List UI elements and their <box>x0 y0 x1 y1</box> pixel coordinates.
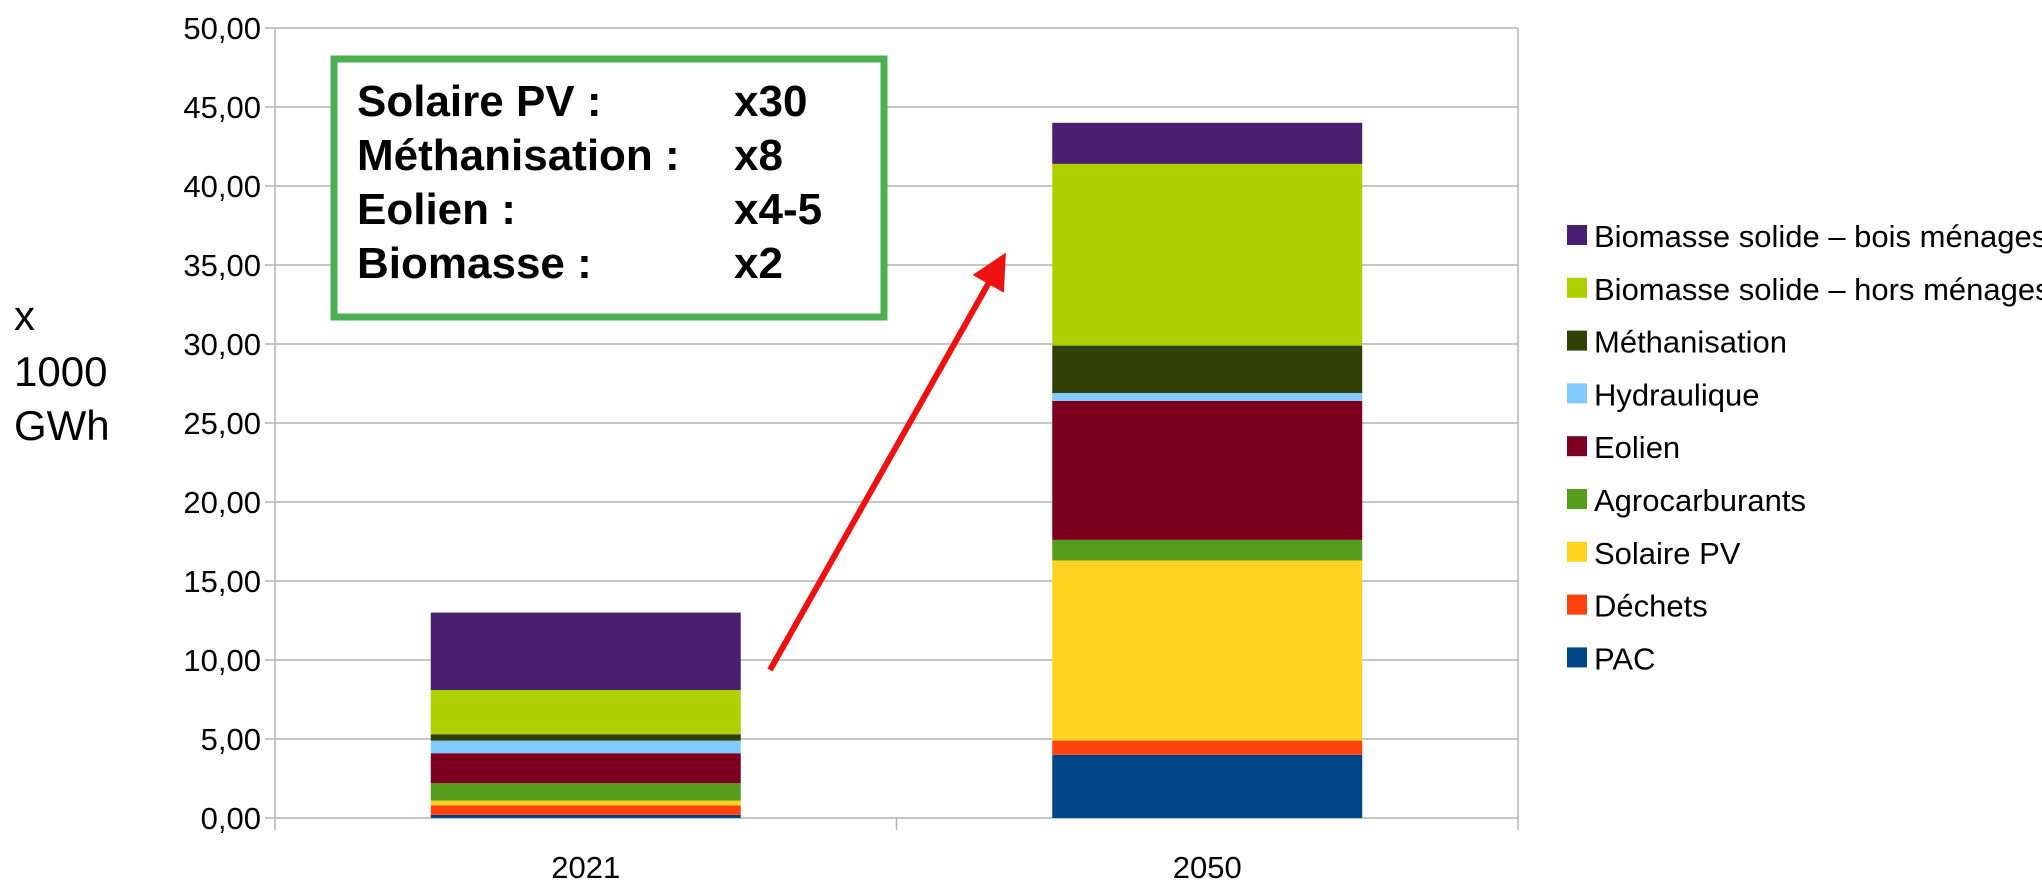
y-tick-label: 5,00 <box>201 722 261 757</box>
legend-label: Agrocarburants <box>1594 483 1806 518</box>
y-tick-label: 10,00 <box>183 643 261 678</box>
legend-label: PAC <box>1594 641 1655 676</box>
annotation-factor: x4-5 <box>734 185 822 234</box>
y-axis-label-line: x <box>14 292 35 339</box>
legend-label: Solaire PV <box>1594 536 1741 571</box>
bar-segment <box>430 805 741 815</box>
y-tick-label: 0,00 <box>201 801 261 836</box>
x-tick-label: 2021 <box>551 850 620 882</box>
annotation-factor: x30 <box>734 77 807 126</box>
y-tick-label: 50,00 <box>183 11 261 46</box>
y-tick-label: 35,00 <box>183 248 261 283</box>
bar-segment <box>1052 392 1363 401</box>
bar-segment <box>1052 740 1363 755</box>
bar-segment <box>430 783 741 801</box>
annotation-label: Eolien : <box>357 185 516 234</box>
legend-label: Biomasse solide – bois ménages <box>1594 219 2042 254</box>
legend-swatch <box>1567 541 1587 562</box>
legend-swatch <box>1567 594 1587 615</box>
bar-segment <box>1052 400 1363 540</box>
legend-swatch <box>1567 277 1587 298</box>
y-tick-label: 20,00 <box>183 485 261 520</box>
bar-segment <box>430 690 741 735</box>
y-tick-label: 40,00 <box>183 169 261 204</box>
bar-segment <box>1052 560 1363 741</box>
y-axis-label-line: 1000 <box>14 348 107 395</box>
bar-segment <box>1052 345 1363 393</box>
legend: Biomasse solide – bois ménages Biomasse s… <box>1567 219 2042 676</box>
bar-segment <box>430 800 741 806</box>
bar-segment <box>430 734 741 741</box>
bar-segment <box>430 753 741 784</box>
legend-swatch <box>1567 383 1587 404</box>
bar-segment <box>430 612 741 691</box>
y-tick-label: 15,00 <box>183 564 261 599</box>
y-tick-labels: 0,00 5,00 10,00 15,00 20,00 25,00 30,00 35,00 40… <box>183 11 261 836</box>
bar-segment <box>1052 539 1363 561</box>
y-tick-label: 25,00 <box>183 406 261 441</box>
bar-segment <box>1052 163 1363 346</box>
legend-label: Eolien <box>1594 430 1680 465</box>
bars <box>430 122 1363 818</box>
annotation-box: Solaire PV : x30 Méthanisation : x8 Eolien :… <box>330 55 888 321</box>
annotation-factor: x2 <box>734 239 783 288</box>
y-tick-label: 30,00 <box>183 327 261 362</box>
legend-label: Déchets <box>1594 589 1708 624</box>
growth-arrow <box>767 252 1006 672</box>
legend-swatch <box>1567 647 1587 668</box>
legend-swatch <box>1567 489 1587 509</box>
annotation-label: Biomasse : <box>357 239 592 288</box>
annotation-factor: x8 <box>734 131 783 180</box>
x-tick-label: 2050 <box>1173 850 1242 882</box>
legend-swatch <box>1567 330 1587 351</box>
annotation-frame <box>330 55 888 321</box>
y-axis-label-line: GWh <box>14 402 110 449</box>
y-tick-label: 45,00 <box>183 90 261 125</box>
bar-segment <box>430 740 741 754</box>
legend-label: Hydraulique <box>1594 377 1759 412</box>
annotation-label: Solaire PV : <box>357 77 602 126</box>
annotation-label: Méthanisation : <box>357 131 680 180</box>
bar-segment <box>430 814 741 818</box>
bar-segment <box>1052 122 1363 164</box>
legend-label: Biomasse solide – hors ménages <box>1594 272 2042 307</box>
x-tick-labels: 2021 2050 <box>551 850 1241 882</box>
axes <box>274 28 1519 830</box>
y-axis-label: x 1000 GWh <box>14 292 110 449</box>
bar-segment <box>1052 754 1363 818</box>
legend-label: Méthanisation <box>1594 325 1787 360</box>
legend-swatch <box>1567 225 1587 245</box>
legend-swatch <box>1567 436 1587 457</box>
